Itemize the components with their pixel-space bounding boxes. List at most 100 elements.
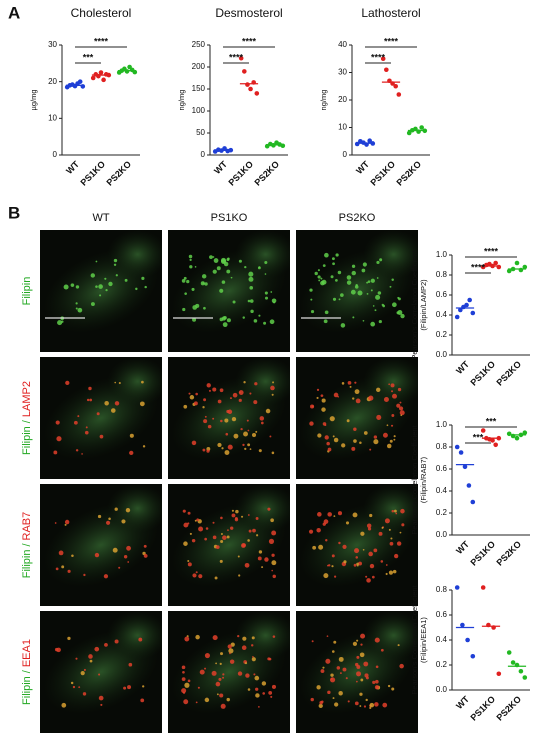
vesicle — [332, 297, 337, 301]
vesicle — [238, 390, 244, 395]
vesicle — [397, 387, 402, 392]
data-point — [380, 56, 386, 62]
vesicle — [252, 528, 256, 533]
vesicle — [369, 448, 372, 451]
vesicle — [181, 279, 186, 283]
row-label-part: Filipin — [21, 550, 33, 579]
vesicle — [393, 438, 396, 441]
y-axis-label: ng/mg — [177, 90, 186, 111]
vesicle — [340, 323, 346, 328]
panel-label: A — [8, 3, 20, 22]
vesicle — [222, 673, 225, 676]
vesicle — [182, 691, 186, 694]
vesicle — [203, 419, 208, 424]
vesicle — [342, 667, 347, 672]
cell — [107, 611, 162, 660]
vesicle — [226, 697, 230, 702]
vesicle — [267, 657, 271, 661]
vesicle — [241, 645, 247, 650]
vesicle — [353, 427, 357, 431]
vesicle — [126, 545, 131, 551]
vesicle — [376, 414, 382, 420]
significance-label: **** — [94, 36, 109, 46]
vesicle — [340, 293, 344, 297]
y-tick-label: 0.2 — [436, 660, 448, 669]
vesicle — [194, 519, 197, 522]
vesicle — [138, 637, 143, 642]
vesicle — [198, 526, 204, 532]
vesicle — [99, 434, 104, 439]
y-tick-label: 0.4 — [436, 310, 448, 319]
vesicle — [221, 280, 226, 284]
vesicle — [327, 512, 332, 517]
vesicle — [251, 657, 256, 662]
vesicle — [215, 681, 221, 687]
vesicle — [389, 439, 393, 443]
vesicle — [98, 673, 101, 676]
vesicle — [331, 257, 335, 261]
vesicle — [191, 440, 197, 446]
y-tick-label: 250 — [192, 40, 206, 49]
vesicle — [121, 519, 126, 524]
vesicle — [386, 443, 392, 449]
vesicle — [310, 298, 313, 301]
vesicle — [142, 445, 146, 448]
cell — [235, 484, 290, 533]
vesicle — [212, 535, 217, 540]
vesicle — [334, 575, 337, 578]
vesicle — [248, 529, 252, 533]
y-axis-label: (Filipin/EEA1) — [419, 617, 428, 663]
vesicle — [189, 265, 193, 269]
vesicle — [350, 289, 356, 295]
vesicle — [328, 564, 331, 567]
vesicle — [388, 528, 391, 531]
vesicle — [360, 531, 365, 536]
vesicle — [193, 401, 198, 406]
vesicle — [363, 431, 368, 435]
vesicle — [400, 313, 405, 319]
vesicle — [83, 573, 86, 577]
vesicle — [65, 380, 70, 386]
vesicle — [309, 288, 313, 292]
vesicle — [238, 574, 241, 577]
vesicle — [262, 692, 266, 695]
data-point — [367, 138, 372, 143]
vesicle — [248, 276, 254, 282]
vesicle — [310, 697, 314, 702]
vesicle — [141, 380, 144, 384]
x-tick-label: WT — [454, 359, 471, 376]
vesicle — [90, 273, 96, 278]
vesicle — [89, 398, 93, 402]
vesicle — [245, 673, 250, 678]
vesicle — [372, 305, 375, 307]
vesicle — [195, 392, 198, 396]
vesicle — [112, 547, 118, 553]
data-point — [90, 75, 96, 81]
vesicle — [83, 668, 86, 671]
row-label-part: LAMP2 — [21, 381, 33, 417]
vesicle — [311, 405, 314, 408]
vesicle — [333, 515, 336, 518]
vesicle — [334, 702, 339, 707]
row-label-part: / — [21, 419, 33, 423]
vesicle — [360, 643, 363, 646]
vesicle — [308, 529, 314, 534]
vesicle — [94, 646, 100, 652]
vesicle — [182, 509, 186, 513]
vesicle — [61, 702, 67, 708]
vesicle — [356, 655, 360, 659]
vesicle — [232, 392, 238, 398]
vesicle — [187, 679, 191, 683]
vesicle — [114, 639, 119, 644]
vesicle — [232, 300, 236, 304]
vesicle — [366, 281, 369, 284]
y-tick-label: 30 — [48, 40, 57, 49]
y-tick-label: 0.4 — [436, 635, 448, 644]
y-tick-label: 200 — [192, 62, 206, 71]
vesicle — [192, 317, 197, 322]
vesicle — [353, 563, 357, 567]
vesicle — [376, 260, 380, 265]
vesicle — [247, 514, 250, 516]
vesicle — [376, 277, 379, 279]
y-tick-label: 0.0 — [436, 685, 448, 694]
